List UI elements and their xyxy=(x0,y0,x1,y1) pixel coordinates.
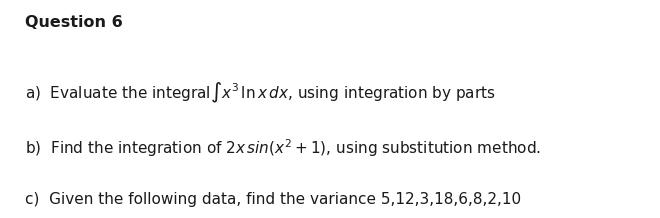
Text: a)  Evaluate the integral$\int x^3\,\ln x\, dx$, using integration by parts: a) Evaluate the integral$\int x^3\,\ln x… xyxy=(25,81,496,105)
Text: b)  Find the integration of $2x\, \mathit{sin}(x^2+1)$, using substitution metho: b) Find the integration of $2x\, \mathit… xyxy=(25,137,541,159)
Text: Question 6: Question 6 xyxy=(25,15,123,30)
Text: c)  Given the following data, find the variance 5,12,3,18,6,8,2,10: c) Given the following data, find the va… xyxy=(25,192,521,207)
